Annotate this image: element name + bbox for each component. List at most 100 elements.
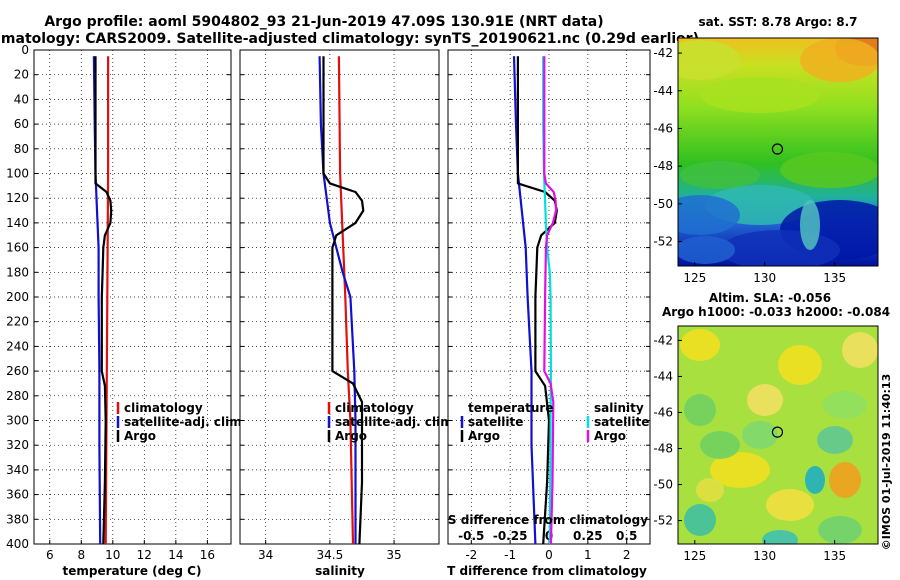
legend-label-satellite: satellite-adj. clim. bbox=[335, 415, 457, 429]
depth-tick-label: 60 bbox=[14, 117, 29, 131]
x-tick-label: 2 bbox=[623, 548, 631, 562]
legend-label-argo: Argo bbox=[335, 429, 367, 443]
salinity-grid bbox=[240, 49, 439, 545]
sla-feature bbox=[829, 462, 861, 498]
sla-feature bbox=[818, 516, 862, 544]
sla-feature bbox=[684, 394, 716, 426]
series-line-argo bbox=[94, 56, 113, 545]
difference-xlabel2: S difference from climatology bbox=[448, 513, 648, 527]
sst-map-title: sat. SST: 8.78 Argo: 8.7 bbox=[698, 15, 857, 29]
x-tick-label: 35 bbox=[386, 548, 401, 562]
map-y-tick-label: -42 bbox=[653, 46, 673, 60]
depth-tick-label: 280 bbox=[6, 389, 29, 403]
map-y-tick-label: -52 bbox=[653, 514, 673, 528]
depth-tick-label: 220 bbox=[6, 315, 29, 329]
sla-map: Altim. SLA: -0.056 Argo h1000: -0.033 h2… bbox=[653, 291, 890, 563]
sla-feature bbox=[696, 478, 724, 502]
depth-tick-label: 20 bbox=[14, 68, 29, 82]
header-line-2: Climatology: CARS2009. Satellite-adjuste… bbox=[0, 31, 699, 47]
sla-feature bbox=[710, 452, 770, 488]
temperature-panel: 0 20 40 60 80 100 120 140 160 180 200 220 240 260 280 3… bbox=[6, 43, 246, 578]
series-line-satellite-adj-clim- bbox=[318, 56, 357, 544]
sst-feature bbox=[678, 40, 740, 80]
x-tick-label: 8 bbox=[77, 548, 85, 562]
map-y-tick-label: -42 bbox=[653, 333, 673, 347]
salinity-panel: 34 34.5 35 salinity climatology satellite-… bbox=[239, 49, 457, 578]
sst-field-features bbox=[678, 38, 878, 266]
sla-feature bbox=[817, 426, 853, 454]
map-x-tick-label: 125 bbox=[683, 549, 706, 563]
legend-title-salinity: salinity bbox=[594, 401, 644, 415]
sst-feature bbox=[678, 195, 740, 235]
depth-tick-label: 40 bbox=[14, 92, 29, 106]
map-y-tick-label: -52 bbox=[653, 235, 673, 249]
map-y-tick-label: -44 bbox=[653, 369, 673, 383]
sla-feature bbox=[700, 431, 740, 459]
map-x-tick-label: 135 bbox=[823, 549, 846, 563]
s-diff-tick-label: -0.5 bbox=[458, 529, 484, 543]
depth-tick-label: 160 bbox=[6, 241, 29, 255]
depth-tick-label: 400 bbox=[6, 537, 29, 551]
depth-tick-label: 240 bbox=[6, 339, 29, 353]
s-diff-tick-label: -0.25 bbox=[493, 529, 528, 543]
s-diff-tick-label: 0.25 bbox=[573, 529, 603, 543]
difference-panel: -2 -1 0 1 2 -0.5 -0.25 0 0.25 0.5 T difference f… bbox=[447, 49, 651, 578]
depth-tick-label: 300 bbox=[6, 414, 29, 428]
sla-feature bbox=[766, 489, 814, 521]
s-diff-tick-label: 0.5 bbox=[616, 529, 637, 543]
difference-legend-temperature: temperature satellite Argo bbox=[460, 401, 553, 443]
depth-tick-label: 320 bbox=[6, 438, 29, 452]
sla-feature bbox=[684, 504, 716, 536]
sst-feature bbox=[800, 200, 820, 250]
sst-feature bbox=[678, 236, 735, 264]
map-y-tick-label: -46 bbox=[653, 405, 673, 419]
legend-title-temperature: temperature bbox=[468, 401, 553, 415]
depth-tick-label: 180 bbox=[6, 265, 29, 279]
sst-map-frame bbox=[677, 37, 879, 267]
depth-tick-label: 80 bbox=[14, 142, 29, 156]
x-tick-label: 0 bbox=[545, 548, 553, 562]
sst-map-ticks: 125 130 135 -42 -44 -46 -48 -50 -52 bbox=[653, 46, 846, 285]
sst-map: sat. SST: 8.78 Argo: 8.7 125 130 135 -42 -44… bbox=[653, 15, 879, 285]
legend-label-climatology: climatology bbox=[124, 401, 203, 415]
sst-profile-location-marker bbox=[771, 143, 784, 155]
depth-tick-label: 260 bbox=[6, 364, 29, 378]
sla-map-subtitle: Argo h1000: -0.033 h2000: -0.084 bbox=[662, 305, 890, 319]
series-line-climatology bbox=[337, 56, 355, 545]
difference-lines bbox=[512, 56, 558, 545]
x-tick-label: 6 bbox=[46, 548, 54, 562]
x-tick-label: -1 bbox=[504, 548, 516, 562]
sst-feature bbox=[720, 230, 840, 266]
depth-tick-label: 200 bbox=[6, 290, 29, 304]
x-tick-label: -2 bbox=[465, 548, 477, 562]
sla-feature bbox=[805, 466, 825, 494]
sla-map-frame bbox=[677, 325, 879, 545]
sst-feature bbox=[800, 38, 878, 82]
map-x-tick-label: 135 bbox=[823, 271, 846, 285]
difference-x-ticks: -2 -1 0 1 2 bbox=[465, 548, 630, 562]
salinity-xlabel: salinity bbox=[315, 564, 365, 578]
legend-label-argo: Argo bbox=[124, 429, 156, 443]
depth-tick-label: 100 bbox=[6, 167, 29, 181]
series-line-t-satellite bbox=[512, 56, 537, 545]
sla-map-title: Altim. SLA: -0.056 bbox=[709, 291, 831, 305]
legend-label-satellite: satellite-adj. clim. bbox=[124, 415, 246, 429]
sla-feature bbox=[742, 421, 778, 449]
sla-profile-location-marker bbox=[771, 426, 784, 438]
legend-label-t-argo: Argo bbox=[468, 429, 500, 443]
difference-legend-salinity: salinity satellite Argo bbox=[586, 401, 649, 443]
map-y-tick-label: -50 bbox=[653, 197, 673, 211]
sst-feature bbox=[780, 152, 878, 188]
temperature-grid bbox=[34, 49, 231, 545]
x-tick-label: 16 bbox=[200, 548, 215, 562]
sla-field-features bbox=[680, 329, 878, 544]
salinity-x-ticks: 34 34.5 35 bbox=[258, 548, 402, 562]
x-tick-label: 14 bbox=[168, 548, 183, 562]
sla-feature bbox=[680, 329, 720, 361]
temperature-legend: climatology satellite-adj. clim. Argo bbox=[116, 401, 246, 443]
sla-feature bbox=[823, 391, 867, 419]
series-line-s-argo bbox=[543, 56, 558, 545]
depth-tick-label: 340 bbox=[6, 463, 29, 477]
sla-feature bbox=[842, 332, 878, 368]
